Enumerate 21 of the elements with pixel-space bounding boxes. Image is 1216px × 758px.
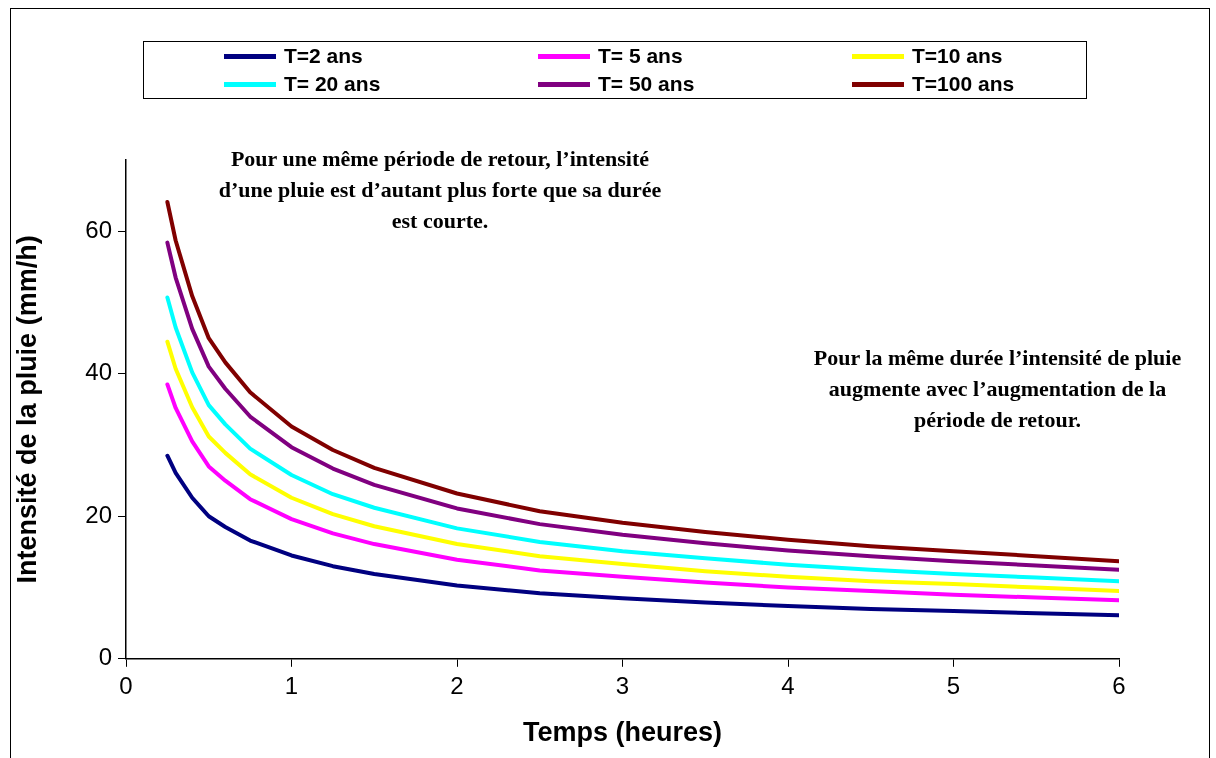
annotation: Pour la même durée l’intensité de pluie augmente avec l’augmentation de la période de retour.: [812, 344, 1183, 434]
y-tick-label: 60: [85, 215, 112, 243]
annotation: Pour une même période de retour, l’intensité d’une pluie est d’autant plus forte que sa durée est courte.: [217, 145, 663, 235]
legend-label: T= 20 ans: [284, 72, 381, 96]
legend-label: T= 5 ans: [598, 44, 683, 68]
x-tick-label: 3: [615, 671, 630, 699]
y-tick-label: 0: [98, 643, 112, 671]
x-axis-title: Temps (heures): [522, 717, 723, 748]
y-axis-title: Intensité de la pluie (mm/h): [11, 235, 42, 584]
x-tick-label: 6: [1112, 671, 1126, 699]
legend-label: T= 50 ans: [598, 72, 695, 96]
x-tick-label: 1: [284, 671, 299, 699]
x-tick-label: 2: [450, 671, 464, 699]
y-tick-label: 40: [85, 358, 112, 386]
x-tick-label: 0: [119, 671, 133, 699]
x-tick-label: 4: [781, 671, 795, 699]
legend-label: T=2 ans: [284, 44, 363, 68]
y-tick-label: 20: [85, 500, 112, 528]
x-tick-label: 5: [946, 671, 961, 699]
legend-label: T=100 ans: [912, 72, 1015, 96]
legend-label: T=10 ans: [912, 44, 1003, 68]
